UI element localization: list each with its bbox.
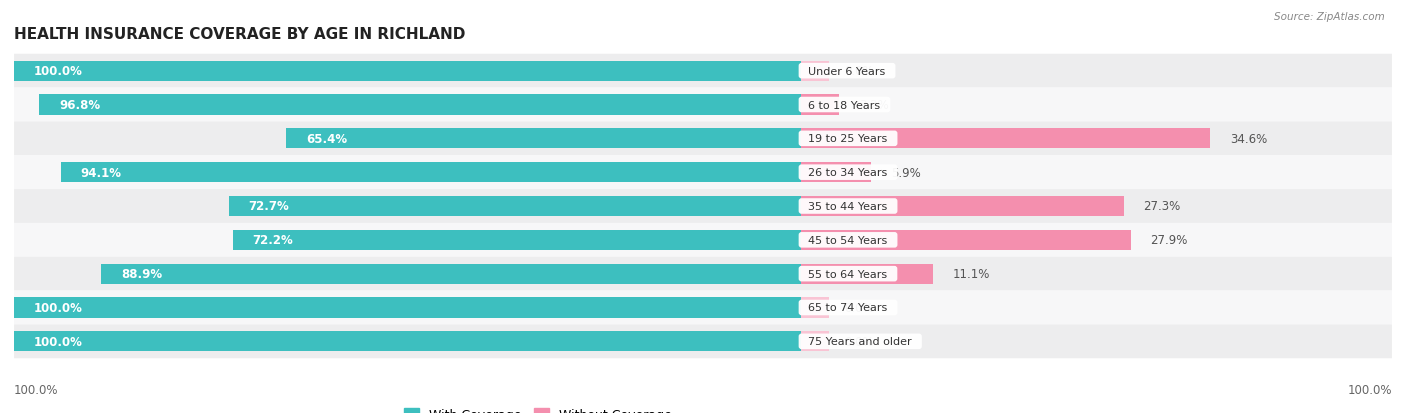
Text: 72.2%: 72.2% xyxy=(253,234,294,247)
Bar xyxy=(801,129,1211,149)
Text: 88.9%: 88.9% xyxy=(121,268,162,280)
Text: 100.0%: 100.0% xyxy=(34,335,83,348)
FancyBboxPatch shape xyxy=(14,88,1392,122)
Text: Source: ZipAtlas.com: Source: ZipAtlas.com xyxy=(1274,12,1385,22)
Bar xyxy=(287,129,801,149)
Bar xyxy=(801,62,830,82)
FancyBboxPatch shape xyxy=(14,257,1392,291)
Text: 27.9%: 27.9% xyxy=(1150,234,1188,247)
FancyBboxPatch shape xyxy=(14,291,1392,325)
Bar xyxy=(14,62,801,82)
Bar xyxy=(14,298,801,318)
Bar xyxy=(801,163,872,183)
Bar xyxy=(101,264,801,284)
Text: 94.1%: 94.1% xyxy=(80,166,121,179)
Text: 11.1%: 11.1% xyxy=(952,268,990,280)
Bar xyxy=(14,331,801,351)
Text: 65 to 74 Years: 65 to 74 Years xyxy=(801,303,894,313)
Text: 45 to 54 Years: 45 to 54 Years xyxy=(801,235,894,245)
Text: 19 to 25 Years: 19 to 25 Years xyxy=(801,134,894,144)
Bar xyxy=(60,163,801,183)
FancyBboxPatch shape xyxy=(14,55,1392,88)
Bar xyxy=(801,230,1130,250)
Text: 100.0%: 100.0% xyxy=(1347,384,1392,396)
FancyBboxPatch shape xyxy=(14,190,1392,223)
Text: 0.0%: 0.0% xyxy=(845,301,875,314)
Text: 75 Years and older: 75 Years and older xyxy=(801,337,920,347)
Text: 65.4%: 65.4% xyxy=(307,133,347,145)
Text: 5.9%: 5.9% xyxy=(891,166,921,179)
Bar xyxy=(801,95,839,115)
Text: Under 6 Years: Under 6 Years xyxy=(801,66,893,76)
FancyBboxPatch shape xyxy=(14,156,1392,190)
Text: 0.0%: 0.0% xyxy=(845,65,875,78)
FancyBboxPatch shape xyxy=(14,223,1392,257)
Bar xyxy=(801,298,830,318)
Text: 27.3%: 27.3% xyxy=(1143,200,1181,213)
FancyBboxPatch shape xyxy=(14,325,1392,358)
Bar xyxy=(39,95,801,115)
Text: 72.7%: 72.7% xyxy=(249,200,290,213)
Text: 26 to 34 Years: 26 to 34 Years xyxy=(801,168,894,178)
Text: 100.0%: 100.0% xyxy=(34,301,83,314)
FancyBboxPatch shape xyxy=(14,122,1392,156)
Legend: With Coverage, Without Coverage: With Coverage, Without Coverage xyxy=(399,404,676,413)
Text: 34.6%: 34.6% xyxy=(1230,133,1267,145)
Text: HEALTH INSURANCE COVERAGE BY AGE IN RICHLAND: HEALTH INSURANCE COVERAGE BY AGE IN RICH… xyxy=(14,26,465,41)
Bar xyxy=(801,196,1123,217)
Text: 100.0%: 100.0% xyxy=(14,384,59,396)
Text: 96.8%: 96.8% xyxy=(59,99,100,112)
Text: 6 to 18 Years: 6 to 18 Years xyxy=(801,100,887,110)
Bar xyxy=(801,264,932,284)
Bar xyxy=(229,196,801,217)
Text: 55 to 64 Years: 55 to 64 Years xyxy=(801,269,894,279)
Text: 100.0%: 100.0% xyxy=(34,65,83,78)
Text: 35 to 44 Years: 35 to 44 Years xyxy=(801,202,894,211)
Text: 0.0%: 0.0% xyxy=(845,335,875,348)
Bar xyxy=(233,230,801,250)
Bar xyxy=(801,331,830,351)
Text: 3.2%: 3.2% xyxy=(859,99,889,112)
